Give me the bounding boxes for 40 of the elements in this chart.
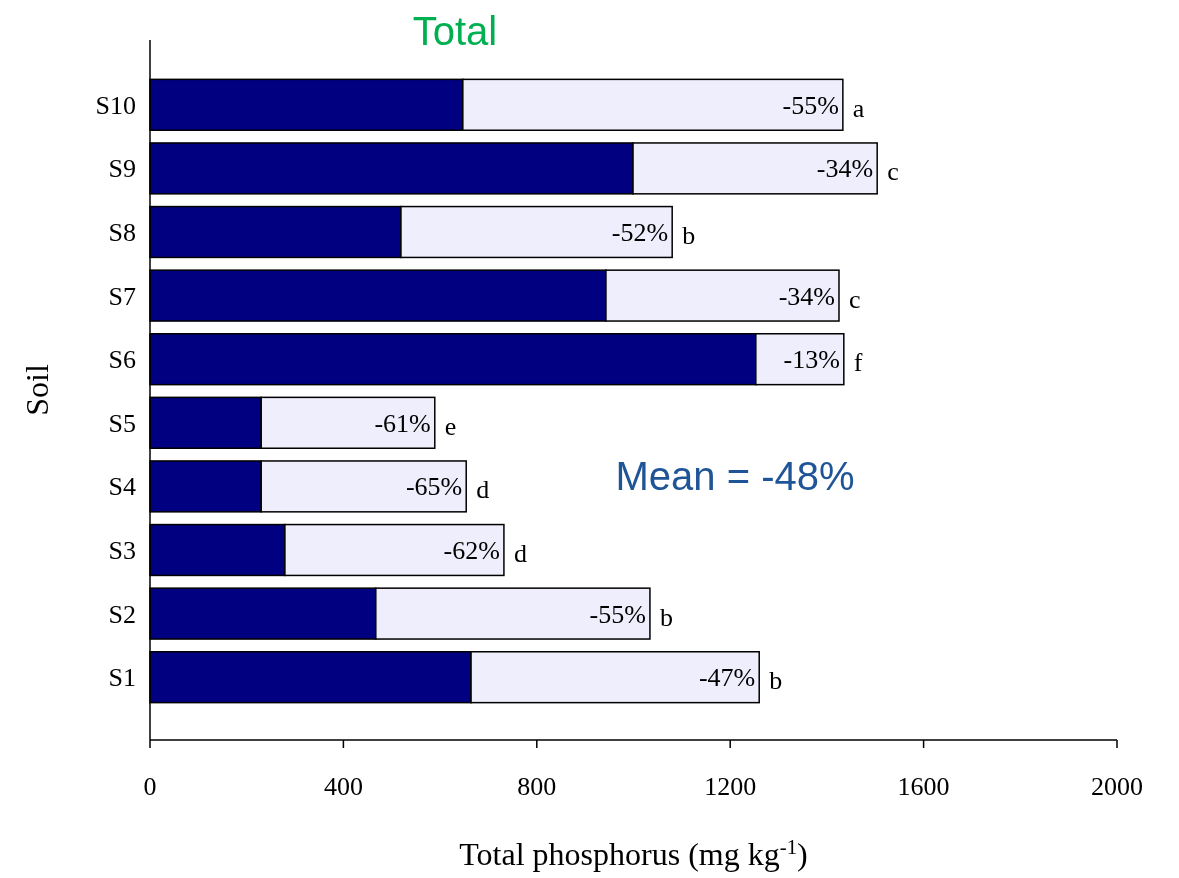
annotation: d xyxy=(513,539,527,568)
annotation: -62% xyxy=(443,536,500,565)
annotation: -65% xyxy=(405,472,463,502)
y-tick-label: S8 xyxy=(108,218,136,247)
y-tick-label: S2 xyxy=(108,599,136,629)
annotation: -34% xyxy=(816,154,874,184)
annotation: b xyxy=(682,221,696,250)
annotation: b xyxy=(659,602,673,632)
chart-title: Total xyxy=(412,9,498,53)
annotation: -52% xyxy=(611,218,669,247)
y-tick-label: S9 xyxy=(108,154,136,184)
x-tick-label: 1600 xyxy=(897,772,950,801)
annotation: -34% xyxy=(778,281,835,311)
annotation: -61% xyxy=(374,408,431,438)
y-axis-title: Soil xyxy=(19,364,55,416)
x-tick-label: 2000 xyxy=(1091,772,1143,801)
annotation: a xyxy=(852,93,865,123)
annotation: -13% xyxy=(783,345,840,375)
y-tick-label: S4 xyxy=(108,472,136,502)
annotation: d xyxy=(476,475,490,505)
x-axis-title: Total phosphorus (mg kg$^{-1}$) xyxy=(459,834,808,872)
annotation: -55% xyxy=(589,599,646,629)
x-tick-label: 800 xyxy=(517,772,557,801)
annotation: b xyxy=(769,666,783,696)
y-tick-label: S10 xyxy=(95,90,136,120)
annotation: f xyxy=(853,348,863,378)
annotation: Mean = -48% xyxy=(615,454,855,498)
annotation: -47% xyxy=(698,663,756,693)
x-tick-label: 0 xyxy=(143,772,157,801)
annotation: c xyxy=(887,157,899,187)
y-tick-label: S7 xyxy=(108,281,136,311)
x-tick-label: 400 xyxy=(323,772,363,801)
annotation: c xyxy=(848,284,861,314)
y-tick-label: S3 xyxy=(108,536,136,565)
y-tick-label: S5 xyxy=(108,408,136,438)
annotation: -55% xyxy=(782,90,839,120)
annotation: e xyxy=(444,411,457,441)
y-tick-label: S6 xyxy=(108,345,136,375)
x-tick-label: 1200 xyxy=(704,772,757,801)
y-tick-label: S1 xyxy=(108,663,136,693)
